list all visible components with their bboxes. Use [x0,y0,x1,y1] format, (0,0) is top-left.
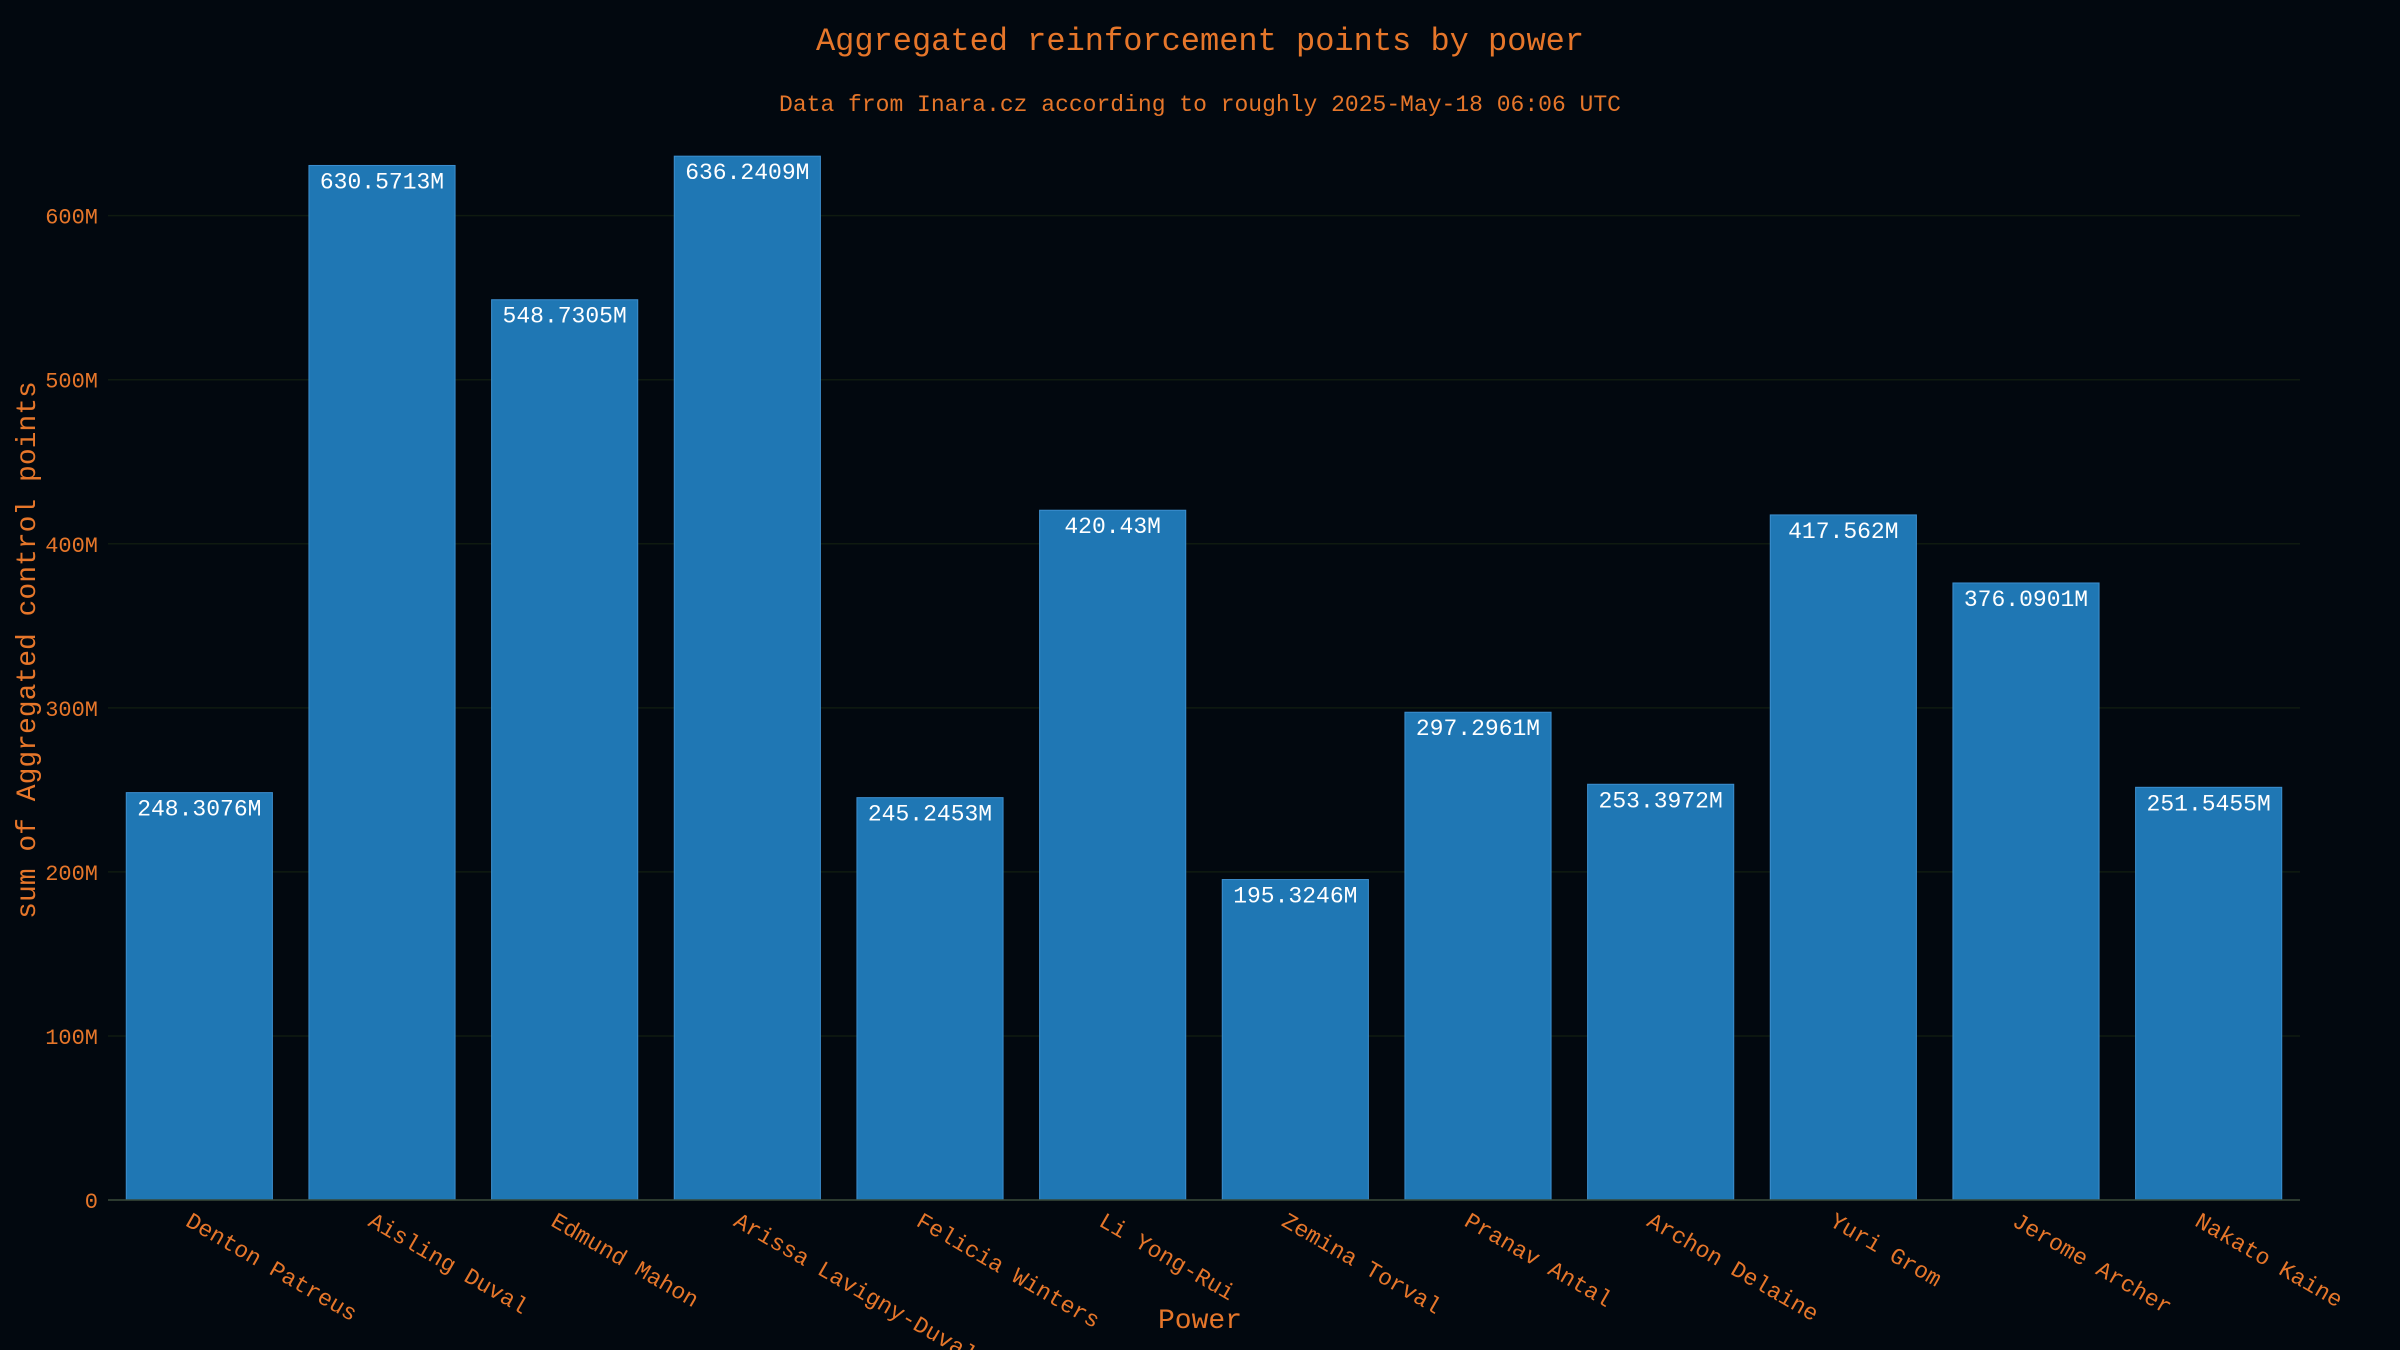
bar-value-label: 630.5713M [320,169,444,195]
bar [2135,786,2283,1201]
bar [1952,582,2100,1201]
bar-value-label: 248.3076M [137,797,261,823]
y-ticks-layer: 0 100M 200M 300M 400M 500M 600M [45,206,98,1215]
bar-value-label: 417.562M [1788,519,1898,545]
bar-value-label: 251.5455M [2147,791,2271,817]
y-tick-label: 500M [45,370,98,395]
y-tick-label: 200M [45,862,98,887]
y-tick-label: 600M [45,206,98,231]
y-tick-label: 100M [45,1026,98,1051]
bar-value-label: 420.43M [1064,514,1161,540]
bar [308,164,456,1201]
y-tick-label: 0 [85,1190,98,1215]
bar-labels-layer: 248.3076M 630.5713M 548.7305M 636.2409M 245.… [137,160,2271,909]
bar [1587,783,1735,1201]
chart-title: Aggregated reinforcement points by power [816,23,1584,60]
bar [1769,514,1917,1201]
y-tick-label: 400M [45,534,98,559]
bar-value-label: 297.2961M [1416,716,1540,742]
bar [856,797,1004,1201]
bar [1404,711,1552,1201]
grid-layer [108,214,2300,1037]
bar [673,155,821,1201]
bar-value-label: 548.7305M [503,304,627,330]
bar-value-label: 376.0901M [1964,587,2088,613]
bar [1221,879,1369,1201]
bars-layer [125,155,2283,1201]
x-axis-title: Power [1158,1306,1242,1337]
chart-subtitle: Data from Inara.cz according to roughly … [779,92,1621,118]
y-axis-title: sum of Aggregated control points [13,381,44,919]
bar [125,792,273,1201]
bar [1039,509,1187,1201]
bar-value-label: 195.3246M [1233,884,1357,910]
y-tick-label: 300M [45,698,98,723]
bar-value-label: 253.3972M [1599,788,1723,814]
bar [491,299,639,1201]
bar-value-label: 636.2409M [685,160,809,186]
bar-value-label: 245.2453M [868,802,992,828]
